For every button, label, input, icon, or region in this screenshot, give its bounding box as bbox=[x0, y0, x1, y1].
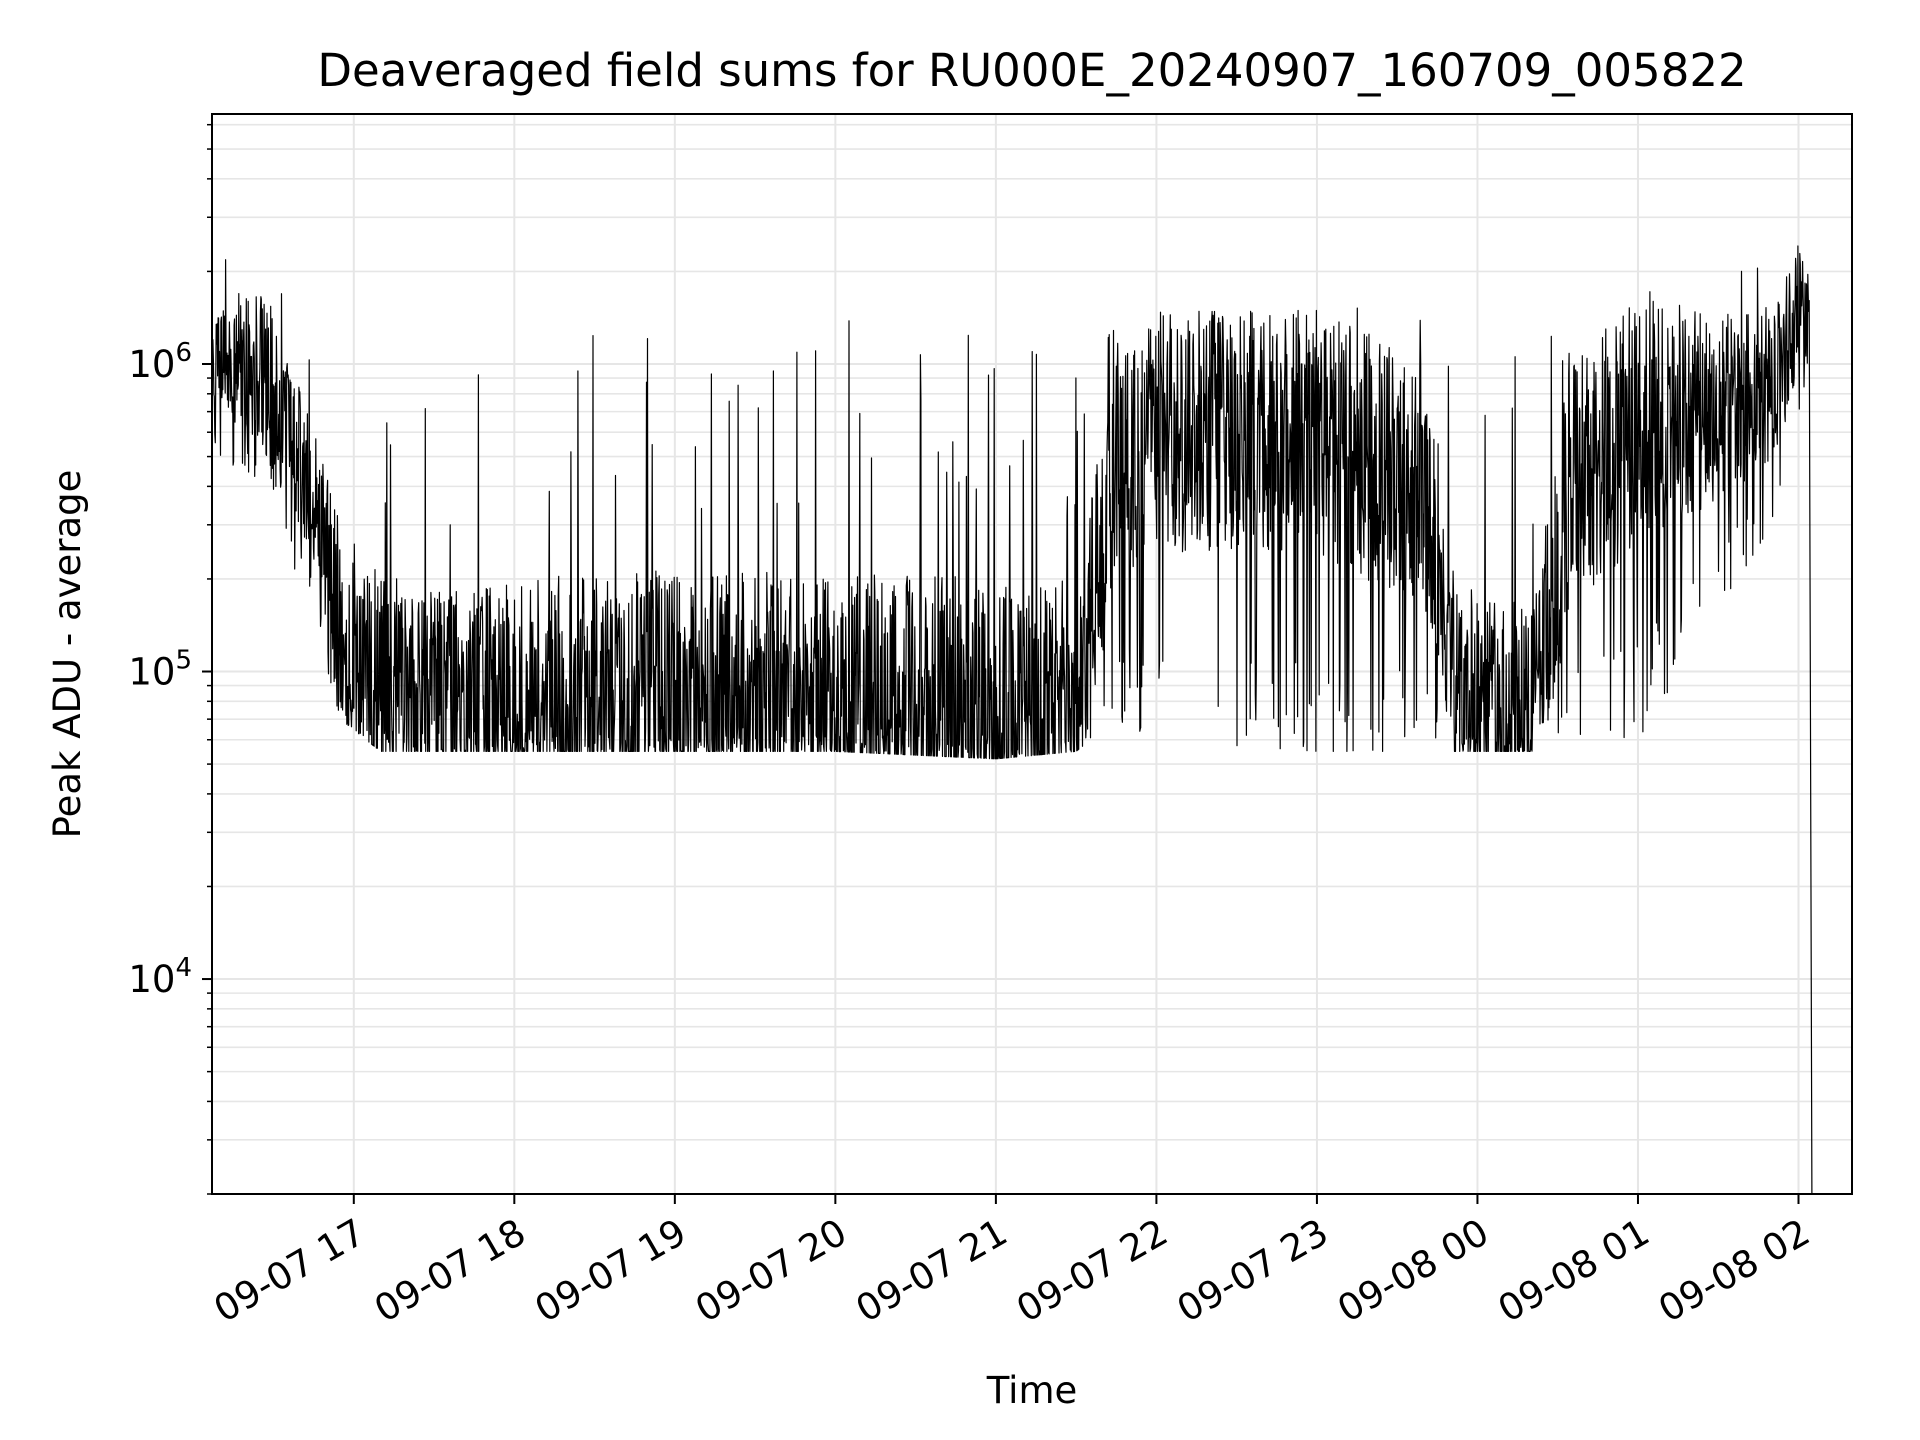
y-tick-label: 105 bbox=[128, 646, 192, 694]
y-tick-label: 104 bbox=[128, 953, 192, 1001]
plot-frame bbox=[211, 113, 1853, 1195]
chart-title: Deaveraged field sums for RU000E_2024090… bbox=[317, 44, 1746, 97]
x-axis-label: Time bbox=[986, 1369, 1078, 1412]
y-axis-ticks: 104 105 106 bbox=[128, 123, 212, 1195]
y-tick-label: 106 bbox=[128, 338, 192, 386]
series-line bbox=[211, 245, 1813, 1195]
y-axis-label: Peak ADU - average bbox=[46, 470, 89, 839]
